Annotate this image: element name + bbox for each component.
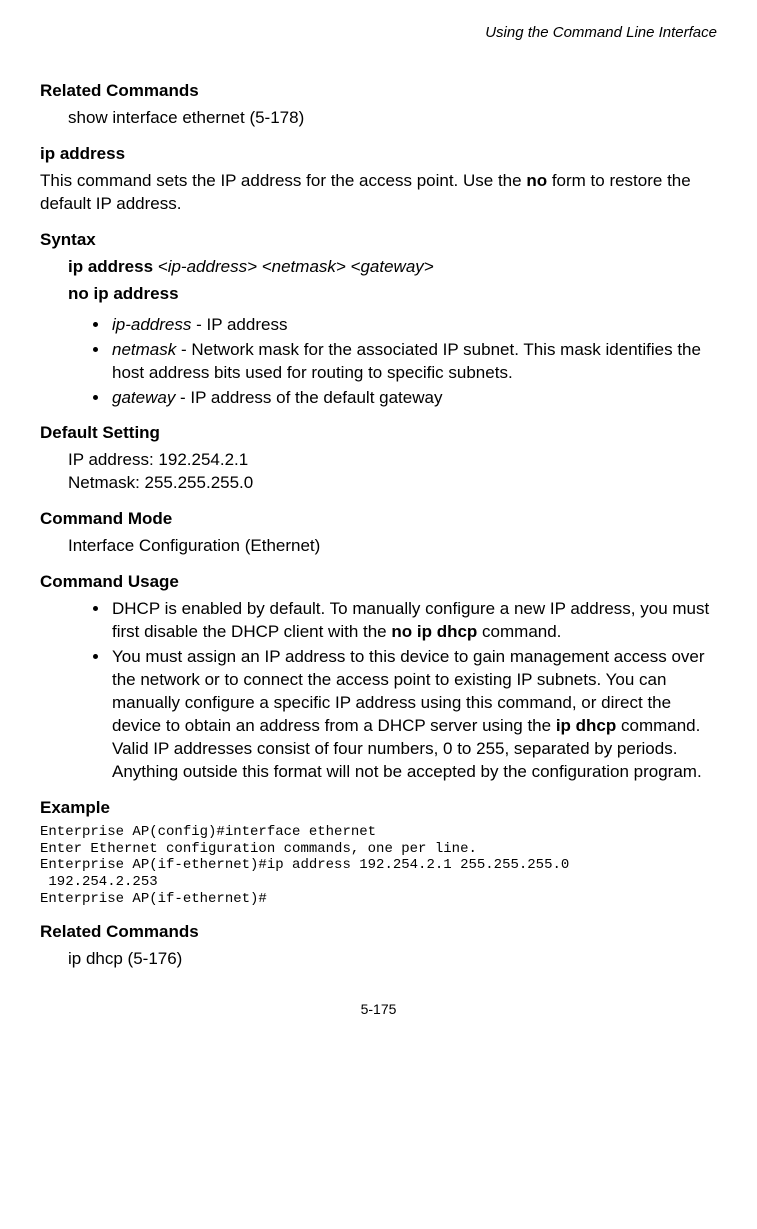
param-name: netmask <box>112 340 176 359</box>
text-bold: ip dhcp <box>556 716 616 735</box>
example-code-block: Enterprise AP(config)#interface ethernet… <box>40 824 717 908</box>
usage-list: DHCP is enabled by default. To manually … <box>40 598 717 784</box>
default-line-1: IP address: 192.254.2.1 <box>68 449 717 472</box>
text-bold: no ip dhcp <box>391 622 477 641</box>
page: Using the Command Line Interface Related… <box>0 0 757 1047</box>
text: This command sets the IP address for the… <box>40 171 526 190</box>
default-line-2: Netmask: 255.255.255.0 <box>68 472 717 495</box>
heading-command-usage: Command Usage <box>40 572 717 592</box>
related-commands-text-2: ip dhcp (5-176) <box>68 948 717 971</box>
text-bold: ip address <box>68 257 158 276</box>
heading-ip-address: ip address <box>40 144 717 164</box>
running-header: Using the Command Line Interface <box>40 24 717 41</box>
text-bold: no <box>526 171 547 190</box>
heading-default-setting: Default Setting <box>40 423 717 443</box>
syntax-params-list: ip-address - IP address netmask - Networ… <box>40 314 717 410</box>
list-item: You must assign an IP address to this de… <box>110 646 717 784</box>
related-commands-text-1: show interface ethernet (5-178) <box>68 107 717 130</box>
page-number: 5-175 <box>40 1001 717 1017</box>
heading-syntax: Syntax <box>40 230 717 250</box>
list-item: netmask - Network mask for the associate… <box>110 339 717 385</box>
heading-example: Example <box>40 798 717 818</box>
list-item: ip-address - IP address <box>110 314 717 337</box>
param-desc: - Network mask for the associated IP sub… <box>112 340 701 382</box>
list-item: DHCP is enabled by default. To manually … <box>110 598 717 644</box>
text: command. <box>477 622 561 641</box>
param-name: gateway <box>112 388 175 407</box>
heading-command-mode: Command Mode <box>40 509 717 529</box>
syntax-line-2: no ip address <box>68 283 717 306</box>
param-desc: - IP address <box>191 315 287 334</box>
heading-related-commands-2: Related Commands <box>40 922 717 942</box>
list-item: gateway - IP address of the default gate… <box>110 387 717 410</box>
command-mode-text: Interface Configuration (Ethernet) <box>68 535 717 558</box>
param-name: ip-address <box>112 315 191 334</box>
heading-related-commands-1: Related Commands <box>40 81 717 101</box>
text-italic: <ip-address> <netmask> <gateway> <box>158 257 434 276</box>
ip-address-description: This command sets the IP address for the… <box>40 170 717 216</box>
param-desc: - IP address of the default gateway <box>175 388 442 407</box>
syntax-line-1: ip address <ip-address> <netmask> <gatew… <box>68 256 717 279</box>
